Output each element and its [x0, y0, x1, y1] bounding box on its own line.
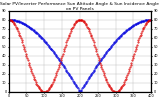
Title: Solar PV/Inverter Performance Sun Altitude Angle & Sun Incidence Angle on PV Pan: Solar PV/Inverter Performance Sun Altitu… — [0, 2, 160, 11]
